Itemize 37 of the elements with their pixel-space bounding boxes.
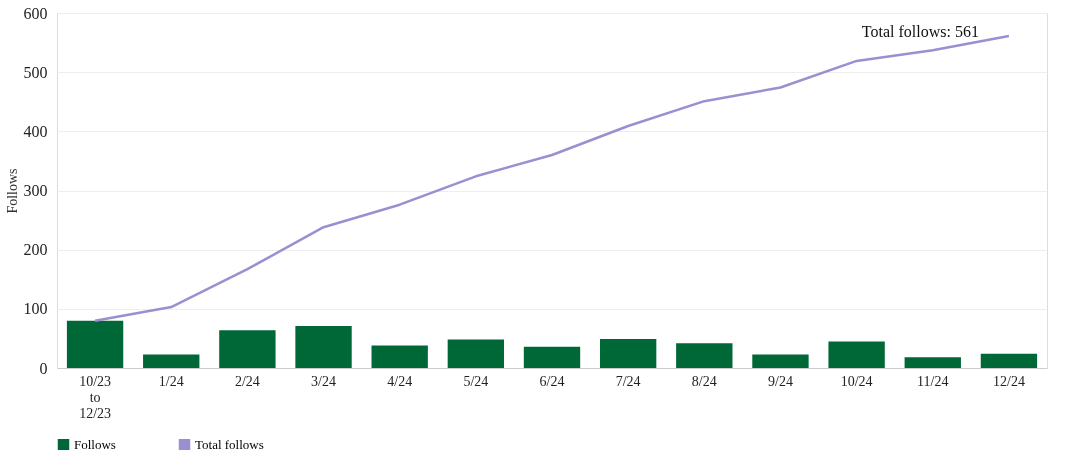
- y-tick-label: 300: [23, 182, 48, 199]
- x-tick-label: 9/24: [768, 373, 793, 389]
- y-tick-label: 400: [23, 122, 48, 140]
- y-tick-label: 0: [39, 359, 48, 377]
- y-axis-title: Follows: [4, 168, 20, 214]
- x-tick-label: 10/24: [840, 373, 873, 389]
- bar: [828, 341, 885, 368]
- bar: [599, 339, 657, 368]
- bar: [447, 339, 505, 368]
- bar: [980, 353, 1038, 368]
- x-tick-label: 6/24: [539, 373, 565, 389]
- bar: [66, 320, 124, 368]
- x-tick-label: 11/24: [917, 373, 949, 389]
- legend-label: Total follows: [195, 436, 264, 450]
- x-tick-label: 3/24: [311, 373, 336, 389]
- bar: [676, 343, 733, 368]
- x-tick-label: 8/24: [691, 373, 717, 389]
- y-tick-label: 600: [23, 4, 48, 22]
- x-tick-label: 7/24: [615, 373, 641, 389]
- x-tick-label: 10/23 to 12/23: [79, 373, 112, 421]
- y-tick-label: 200: [23, 241, 48, 259]
- legend-label: Follows: [74, 436, 116, 450]
- bar: [143, 354, 200, 368]
- bar: [295, 325, 352, 368]
- bar: [371, 345, 428, 368]
- x-tick-label: 4/24: [387, 373, 413, 389]
- bar: [752, 354, 809, 368]
- x-tick-label: 1/24: [158, 373, 184, 389]
- bar: [523, 346, 581, 368]
- y-tick-label: 500: [23, 63, 48, 81]
- annotation: Total follows: 561: [861, 23, 979, 41]
- bar: [904, 357, 961, 368]
- bar: [219, 330, 276, 368]
- x-tick-label: 12/24: [992, 373, 1025, 389]
- x-tick-label: 5/24: [463, 373, 489, 389]
- x-tick-label: 2/24: [234, 373, 260, 389]
- y-tick-label: 100: [23, 300, 48, 318]
